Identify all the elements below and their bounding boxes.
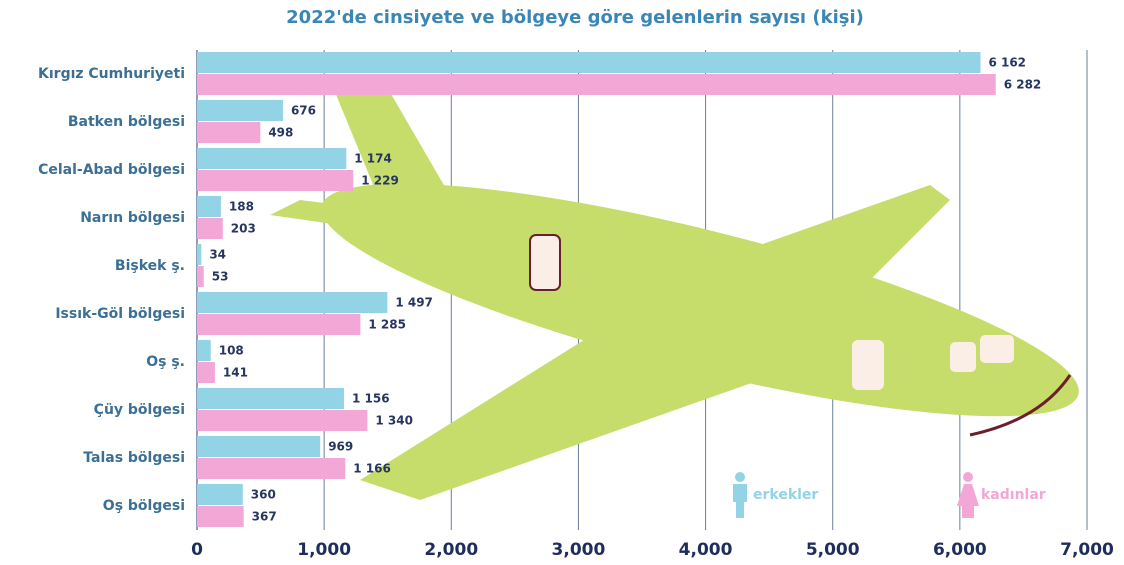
bar: [197, 484, 243, 505]
value-label: 108: [219, 344, 244, 358]
value-label: 969: [328, 440, 353, 454]
value-label: 1 229: [361, 174, 399, 188]
bar: [197, 122, 261, 143]
legend-label: kadınlar: [981, 487, 1046, 503]
x-tick-label: 4,000: [679, 540, 733, 560]
y-tick-label: Oş ş.: [146, 354, 185, 370]
value-label: 1 285: [368, 318, 406, 332]
plane-wing-bottom: [360, 330, 760, 500]
legend-icon: [957, 484, 979, 518]
legend-icon: [733, 484, 747, 518]
bar: [197, 196, 221, 217]
value-label: 6 282: [1004, 78, 1042, 92]
bar: [197, 340, 211, 361]
y-tick-label: Kırgız Cumhuriyeti: [38, 66, 185, 82]
legend: erkekler kadınlar: [733, 472, 1046, 518]
value-label: 1 174: [354, 152, 392, 166]
y-tick-label: Talas bölgesi: [83, 450, 185, 466]
x-tick-label: 5,000: [806, 540, 860, 560]
bar: [197, 148, 347, 169]
plane-door: [529, 234, 561, 291]
value-label: 188: [229, 200, 254, 214]
bar: [197, 410, 368, 431]
plane-body: [321, 183, 1079, 417]
x-tick-label: 2,000: [424, 540, 478, 560]
bar: [197, 244, 202, 265]
y-tick-label: Issık-Göl bölgesi: [55, 306, 185, 322]
plane-nose-line: [969, 374, 1072, 437]
value-label: 1 156: [352, 392, 390, 406]
x-tick-label: 0: [191, 540, 203, 560]
value-label: 6 162: [988, 56, 1026, 70]
value-label: 1 340: [375, 414, 413, 428]
bar: [197, 436, 321, 457]
chart-title: 2022'de cinsiyete ve bölgeye göre gelenl…: [286, 7, 864, 28]
bar: [197, 506, 244, 527]
y-tick-label: Celal-Abad bölgesi: [38, 162, 185, 178]
legend-icon: [963, 472, 973, 482]
plane-window: [980, 335, 1014, 363]
y-tick-label: Batken bölgesi: [68, 114, 185, 130]
x-tick-label: 3,000: [552, 540, 606, 560]
bar: [197, 266, 204, 287]
x-tick-label: 6,000: [933, 540, 987, 560]
value-label: 498: [268, 126, 293, 140]
value-label: 360: [251, 488, 276, 502]
y-tick-label: Narın bölgesi: [80, 210, 185, 226]
x-tick-label: 7,000: [1060, 540, 1114, 560]
plane-door: [852, 340, 884, 390]
airplane-illustration: [270, 75, 1079, 500]
y-tick-label: Oş bölgesi: [103, 498, 185, 514]
value-label: 367: [252, 510, 277, 524]
legend-label: erkekler: [753, 487, 818, 503]
value-label: 203: [231, 222, 256, 236]
y-tick-label: Çüy bölgesi: [94, 402, 185, 418]
value-label: 141: [223, 366, 248, 380]
plane-window: [950, 342, 976, 372]
bar: [197, 314, 361, 335]
bar: [197, 388, 344, 409]
bar: [197, 362, 215, 383]
value-label: 676: [291, 104, 316, 118]
value-label: 1 166: [353, 462, 391, 476]
bar: [197, 100, 283, 121]
bar: [197, 292, 388, 313]
value-label: 34: [209, 248, 226, 262]
bar: [197, 218, 223, 239]
value-label: 53: [212, 270, 229, 284]
legend-icon: [735, 472, 745, 482]
bar: [197, 458, 346, 479]
x-tick-label: 1,000: [297, 540, 351, 560]
value-label: 1 497: [395, 296, 433, 310]
bar: [197, 74, 996, 95]
bars: Kırgız Cumhuriyeti 6 162 6 282 Batken bölge…: [38, 52, 1041, 527]
bar: [197, 52, 981, 73]
y-tick-label: Bişkek ş.: [115, 258, 185, 274]
bar: [197, 170, 354, 191]
